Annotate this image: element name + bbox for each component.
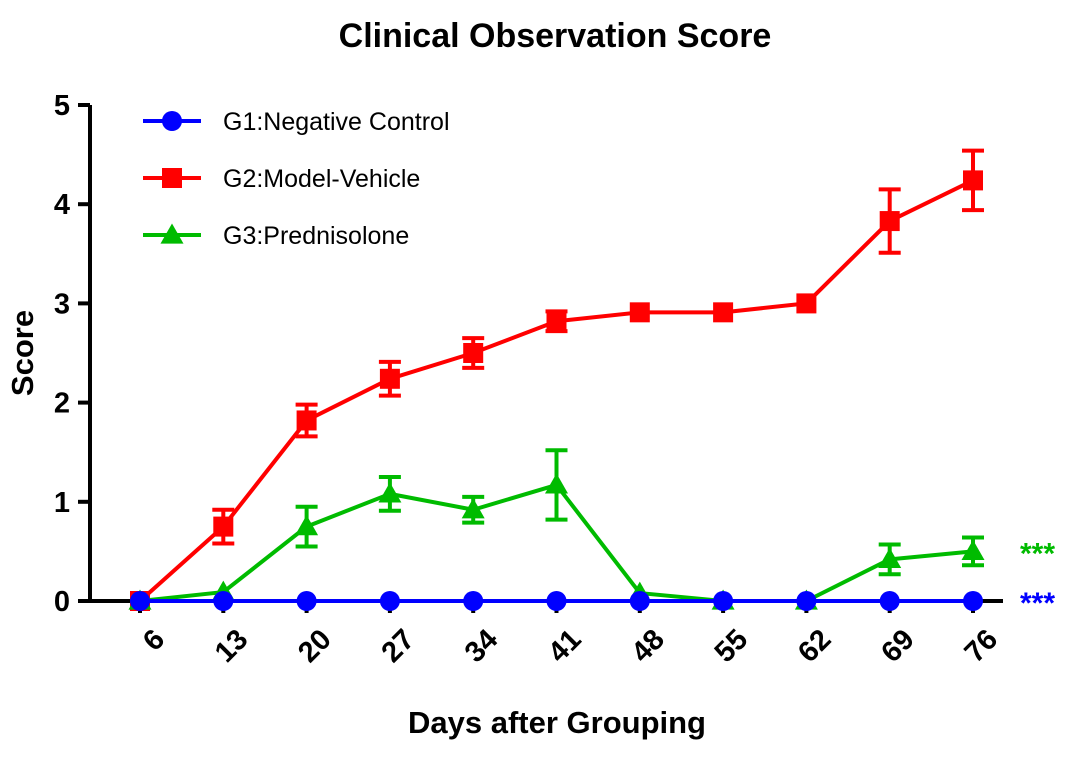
series-3: ***	[128, 448, 1055, 610]
x-tick-label: 48	[625, 623, 670, 668]
y-tick-label: 0	[54, 586, 70, 618]
x-axis-title: Days after Grouping	[408, 705, 706, 740]
y-tick-label: 3	[54, 288, 70, 320]
series-2	[130, 148, 984, 611]
legend-item: G3:Prednisolone	[143, 222, 409, 250]
x-tick-label: 76	[959, 623, 1004, 668]
data-point	[461, 498, 485, 519]
x-tick-label: 62	[792, 623, 837, 668]
x-tick-label: 41	[542, 623, 587, 668]
y-tick-label: 5	[54, 90, 70, 122]
y-axis-title: Score	[5, 310, 40, 396]
legend-item: G2:Model-Vehicle	[143, 165, 420, 193]
data-point	[961, 539, 985, 561]
legend-item: G1:Negative Control	[143, 108, 450, 136]
data-point	[879, 211, 900, 232]
data-point	[296, 410, 317, 431]
data-point	[463, 343, 484, 363]
legend: G1:Negative Control G2:Model-Vehicle G3:Pr…	[143, 108, 450, 250]
data-point	[130, 591, 150, 611]
chart-title: Clinical Observation Score	[339, 17, 772, 55]
legend-marker	[160, 223, 184, 244]
y-tick-label: 1	[54, 487, 70, 519]
legend-label: G1:Negative Control	[223, 108, 450, 136]
x-tick-label: 34	[459, 623, 504, 668]
data-point	[629, 302, 650, 323]
x-tick-label: 27	[376, 623, 421, 668]
data-point	[796, 591, 817, 611]
data-point	[296, 591, 317, 611]
data-point	[379, 591, 400, 611]
data-point	[796, 293, 817, 314]
y-tick-label: 2	[54, 388, 70, 420]
data-point	[629, 591, 650, 611]
x-tick-label: 69	[875, 623, 920, 668]
data-point	[463, 591, 484, 611]
legend-label: G2:Model-Vehicle	[223, 165, 420, 193]
series-1: ***	[130, 587, 1055, 620]
data-point	[546, 311, 567, 332]
data-point	[713, 591, 734, 611]
data-point	[878, 547, 902, 568]
data-point	[378, 482, 402, 503]
legend-marker	[162, 168, 182, 188]
x-tick-label: 13	[209, 623, 254, 668]
data-point	[545, 473, 568, 494]
x-tick-label: 55	[709, 623, 754, 668]
x-tick-label: 20	[292, 623, 337, 668]
data-point	[713, 302, 734, 323]
series-group: *** ***	[128, 148, 1055, 620]
legend-marker	[162, 111, 182, 131]
legend-label: G3:Prednisolone	[223, 222, 409, 250]
significance-label: ***	[1020, 537, 1055, 570]
data-point	[213, 591, 234, 611]
data-point	[963, 591, 983, 611]
data-point	[546, 591, 567, 611]
x-tick-label: 6	[137, 623, 171, 657]
y-tick-label: 4	[54, 189, 70, 221]
data-point	[295, 515, 319, 536]
data-point	[213, 516, 234, 537]
significance-label: ***	[1020, 587, 1055, 620]
data-point	[879, 591, 900, 611]
data-point	[963, 170, 983, 191]
data-point	[379, 368, 400, 389]
